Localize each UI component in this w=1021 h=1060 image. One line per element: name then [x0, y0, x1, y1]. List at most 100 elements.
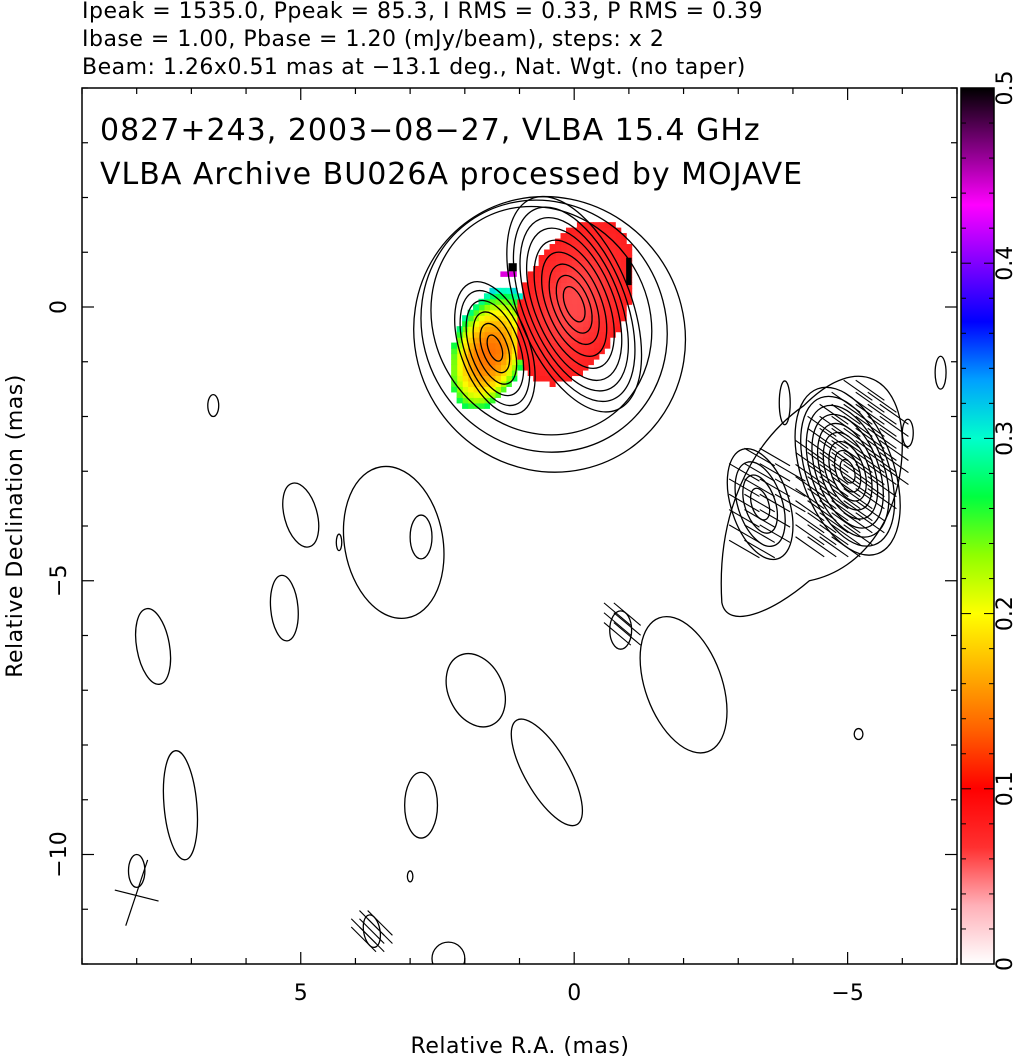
polarization-pixel	[511, 320, 518, 327]
polarization-pixel	[587, 276, 594, 283]
polarization-pixel	[473, 326, 480, 333]
polarization-pixel	[555, 348, 562, 355]
polarization-pixel	[544, 309, 551, 316]
polarization-pixel	[533, 276, 540, 283]
polarization-pixel	[598, 337, 605, 344]
polarization-vector	[819, 488, 849, 510]
polarization-pixel	[565, 249, 573, 256]
polarization-pixel	[462, 386, 469, 393]
polarization-pixel	[555, 271, 562, 278]
polarization-pixel	[478, 337, 485, 344]
contour	[548, 263, 600, 346]
polarization-pixel	[494, 364, 501, 371]
polarization-pixel	[462, 331, 469, 338]
polarization-pixel	[609, 298, 616, 305]
polarization-pixel	[571, 298, 578, 305]
polarization-pixel	[620, 304, 627, 311]
polarization-pixel	[478, 320, 485, 327]
polarization-pixel	[544, 260, 551, 267]
polarization-pixel	[620, 260, 627, 267]
polarization-pixel	[604, 222, 611, 229]
polarization-pixel	[549, 359, 556, 366]
polarization-pixel	[549, 369, 556, 377]
polarization-vector	[819, 536, 849, 558]
contour	[445, 652, 507, 728]
polarization-pixel	[565, 287, 573, 294]
polarization-vector	[819, 439, 849, 461]
polarization-pixel	[576, 359, 583, 366]
polarization-pixel	[593, 342, 600, 349]
polarization-pixel	[555, 364, 562, 371]
polarization-pixel	[571, 359, 578, 366]
polarization-pixel	[489, 391, 496, 398]
polarization-pixel	[565, 260, 573, 267]
polarization-pixel	[505, 304, 512, 311]
polarization-pixel	[576, 304, 583, 311]
polarization-pixel	[604, 320, 611, 327]
polarization-pixel	[609, 304, 616, 311]
polarization-vector	[795, 451, 825, 473]
polarization-pixel	[538, 331, 545, 338]
polarization-pixel	[494, 380, 501, 387]
polarization-pixel	[598, 320, 605, 327]
polarization-vector	[855, 403, 885, 425]
polarization-pixel	[587, 282, 594, 289]
polarization-pixel	[593, 331, 600, 338]
polarization-vector	[774, 478, 806, 497]
polarization-pixel	[467, 309, 474, 316]
polarization-vector	[359, 910, 385, 936]
polarization-vector	[807, 427, 837, 449]
polarization-pixel	[494, 348, 501, 355]
contour	[162, 750, 199, 861]
polarization-pixel	[533, 320, 540, 327]
contour	[749, 487, 771, 521]
polarization-pixel	[560, 233, 567, 240]
polarization-pixel	[587, 254, 594, 262]
polarization-pixel	[456, 342, 463, 349]
polarization-pixel	[582, 249, 589, 256]
polarization-pixel	[500, 304, 507, 311]
polarization-pixel	[467, 342, 474, 349]
polarization-pixel	[615, 287, 622, 294]
polarization-vector	[855, 379, 885, 401]
polarization-pixel	[571, 287, 578, 294]
polarization-vector	[831, 451, 861, 473]
contour	[541, 251, 608, 358]
polarization-pixel	[483, 309, 491, 316]
polarization-pixel	[522, 364, 529, 371]
polarization-pixel	[451, 369, 458, 377]
polarization-vector	[603, 602, 632, 626]
polarization-pixel	[560, 304, 567, 311]
colorbar-tick-label: 0.4	[993, 246, 1018, 281]
polarization-pixel	[483, 304, 491, 311]
contour	[639, 615, 728, 754]
polarization-pixel	[615, 254, 622, 262]
polarization-pixel	[522, 309, 529, 316]
polarization-pixel	[478, 315, 485, 322]
polarization-pixel	[483, 391, 491, 398]
polarization-pixel	[576, 233, 583, 240]
polarization-pixel	[505, 375, 512, 382]
axis-ticks	[81, 87, 958, 965]
polarization-pixel	[500, 364, 507, 371]
polarization-pixel	[593, 309, 600, 316]
polarization-pixel	[516, 293, 523, 300]
polarization-pixel	[604, 249, 611, 256]
polarization-pixel	[544, 265, 551, 273]
contour	[459, 289, 531, 407]
polarization-pixel	[555, 326, 562, 333]
polarization-pixel	[467, 359, 474, 366]
polarization-pixel	[489, 287, 496, 294]
polarization-pixel	[544, 315, 551, 322]
polarization-pixel	[522, 326, 529, 333]
polarization-pixel	[522, 287, 529, 294]
polarization-vector	[855, 488, 885, 510]
polarization-pixel	[511, 337, 518, 344]
polarization-pixel	[604, 227, 611, 234]
polarization-pixel	[527, 331, 534, 338]
polarization-pixel	[522, 348, 529, 355]
polarization-pixel	[620, 293, 627, 300]
polarization-pixel	[527, 326, 534, 333]
polarization-pixel	[473, 369, 480, 377]
polarization-pixel	[620, 298, 627, 305]
